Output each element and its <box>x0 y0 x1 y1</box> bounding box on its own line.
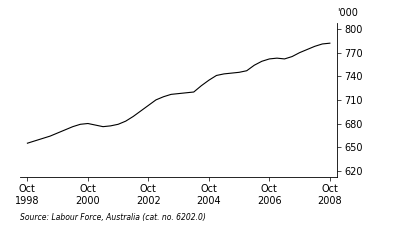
Text: '000: '000 <box>337 8 358 18</box>
Text: Source: Labour Force, Australia (cat. no. 6202.0): Source: Labour Force, Australia (cat. no… <box>20 213 206 222</box>
